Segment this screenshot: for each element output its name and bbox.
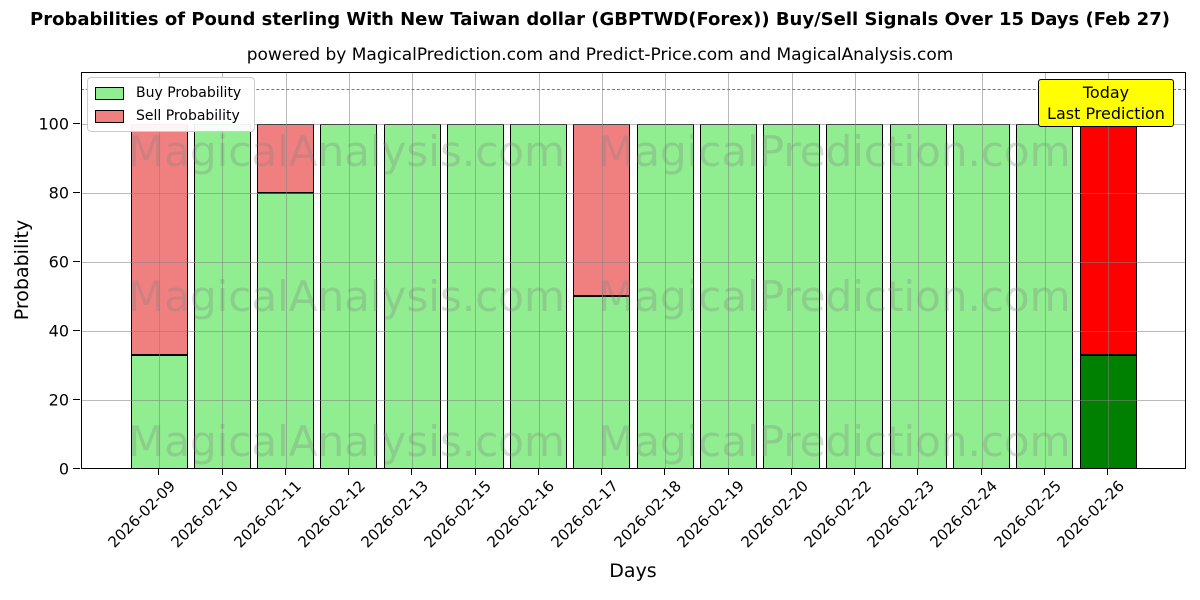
x-tick-mark <box>474 469 476 475</box>
x-tick-label: 2026-02-12 <box>294 477 369 552</box>
x-tick-mark <box>1044 469 1046 475</box>
horizontal-gridline <box>81 261 1186 263</box>
x-tick-label: 2026-02-22 <box>800 477 875 552</box>
x-tick-label: 2026-02-16 <box>483 477 559 552</box>
x-tick-label: 2026-02-11 <box>230 477 306 552</box>
x-tick-label: 2026-02-23 <box>863 477 938 552</box>
vertical-gridline <box>412 72 414 469</box>
vertical-gridline <box>475 72 477 469</box>
x-tick-mark <box>790 469 792 475</box>
x-tick-mark <box>980 469 982 475</box>
x-tick-label: 2026-02-10 <box>167 477 243 552</box>
x-tick-mark <box>917 469 919 475</box>
y-tick-mark <box>73 399 80 401</box>
horizontal-gridline <box>81 399 1186 401</box>
plot-border <box>81 72 1186 469</box>
x-tick-label: 2026-02-26 <box>1053 477 1128 552</box>
x-tick-label: 2026-02-09 <box>104 477 179 552</box>
x-axis-label: Days <box>609 560 657 582</box>
vertical-gridline <box>918 72 920 469</box>
y-tick-label: 80 <box>48 183 69 203</box>
y-tick-mark <box>73 192 80 194</box>
vertical-gridline <box>1044 72 1046 469</box>
vertical-gridline <box>854 72 856 469</box>
horizontal-gridline <box>81 192 1186 194</box>
chart-subtitle: powered by MagicalPrediction.com and Pre… <box>246 45 954 65</box>
y-tick-mark <box>73 468 80 470</box>
x-tick-label: 2026-02-25 <box>990 477 1065 552</box>
y-tick-label: 100 <box>38 114 69 134</box>
y-tick-label: 0 <box>58 459 69 479</box>
watermark-text: MagicalAnalysis.com <box>128 272 565 321</box>
vertical-gridline <box>222 72 224 469</box>
watermark-text: MagicalPrediction.com <box>598 127 1071 176</box>
vertical-gridline <box>791 72 793 469</box>
watermark-text: MagicalPrediction.com <box>598 272 1071 321</box>
legend-label-buy: Buy Probability <box>136 85 242 101</box>
watermark-text: MagicalAnalysis.com <box>128 417 565 466</box>
x-tick-label: 2026-02-24 <box>926 477 1002 552</box>
y-tick-mark <box>73 330 80 332</box>
legend-item-sell: Sell Probability <box>95 108 241 124</box>
x-tick-label: 2026-02-13 <box>357 477 432 552</box>
y-tick-mark <box>73 123 80 125</box>
x-tick-mark <box>1107 469 1109 475</box>
x-tick-label: 2026-02-19 <box>673 477 749 552</box>
dashed-guide-line <box>81 89 1186 91</box>
x-tick-mark <box>221 469 223 475</box>
vertical-gridline <box>981 72 983 469</box>
y-tick-label: 60 <box>48 252 69 272</box>
vertical-gridline <box>728 72 730 469</box>
horizontal-gridline <box>81 330 1186 332</box>
vertical-gridline <box>285 72 287 469</box>
x-tick-label: 2026-02-20 <box>737 477 812 552</box>
legend-swatch-sell-icon <box>95 109 124 123</box>
vertical-gridline <box>538 72 540 469</box>
horizontal-gridline <box>81 123 1186 125</box>
y-tick-label: 20 <box>48 390 69 410</box>
x-tick-mark <box>727 469 729 475</box>
chart-title: Probabilities of Pound sterling With New… <box>30 9 1170 30</box>
x-tick-mark <box>537 469 539 475</box>
x-tick-mark <box>348 469 350 475</box>
legend-item-buy: Buy Probability <box>95 85 241 101</box>
y-tick-mark <box>73 261 80 263</box>
vertical-gridline <box>159 72 160 469</box>
annotation-line-last-prediction: Last Prediction <box>1047 104 1165 123</box>
legend: Buy Probability Sell Probability <box>87 77 256 132</box>
vertical-gridline <box>348 72 350 469</box>
x-tick-label: 2026-02-17 <box>547 477 622 552</box>
x-tick-mark <box>664 469 666 475</box>
vertical-gridline <box>665 72 667 469</box>
x-tick-mark <box>158 469 160 475</box>
x-tick-mark <box>284 469 286 475</box>
x-tick-mark <box>411 469 413 475</box>
annotation-line-today: Today <box>1082 83 1130 102</box>
vertical-gridline <box>601 72 603 469</box>
vertical-gridline <box>1108 72 1110 469</box>
watermark-text: MagicalPrediction.com <box>598 417 1071 466</box>
plot-area: Buy Probability Sell Probability Today L… <box>81 72 1186 469</box>
x-tick-label: 2026-02-18 <box>610 477 685 552</box>
x-tick-mark <box>601 469 603 475</box>
legend-label-sell: Sell Probability <box>136 108 240 124</box>
y-tick-label: 40 <box>48 321 69 341</box>
today-annotation: Today Last Prediction <box>1038 79 1174 127</box>
x-tick-label: 2026-02-15 <box>420 477 496 552</box>
legend-swatch-buy-icon <box>95 86 124 100</box>
x-tick-mark <box>854 469 856 475</box>
watermark-text: MagicalAnalysis.com <box>128 127 565 176</box>
